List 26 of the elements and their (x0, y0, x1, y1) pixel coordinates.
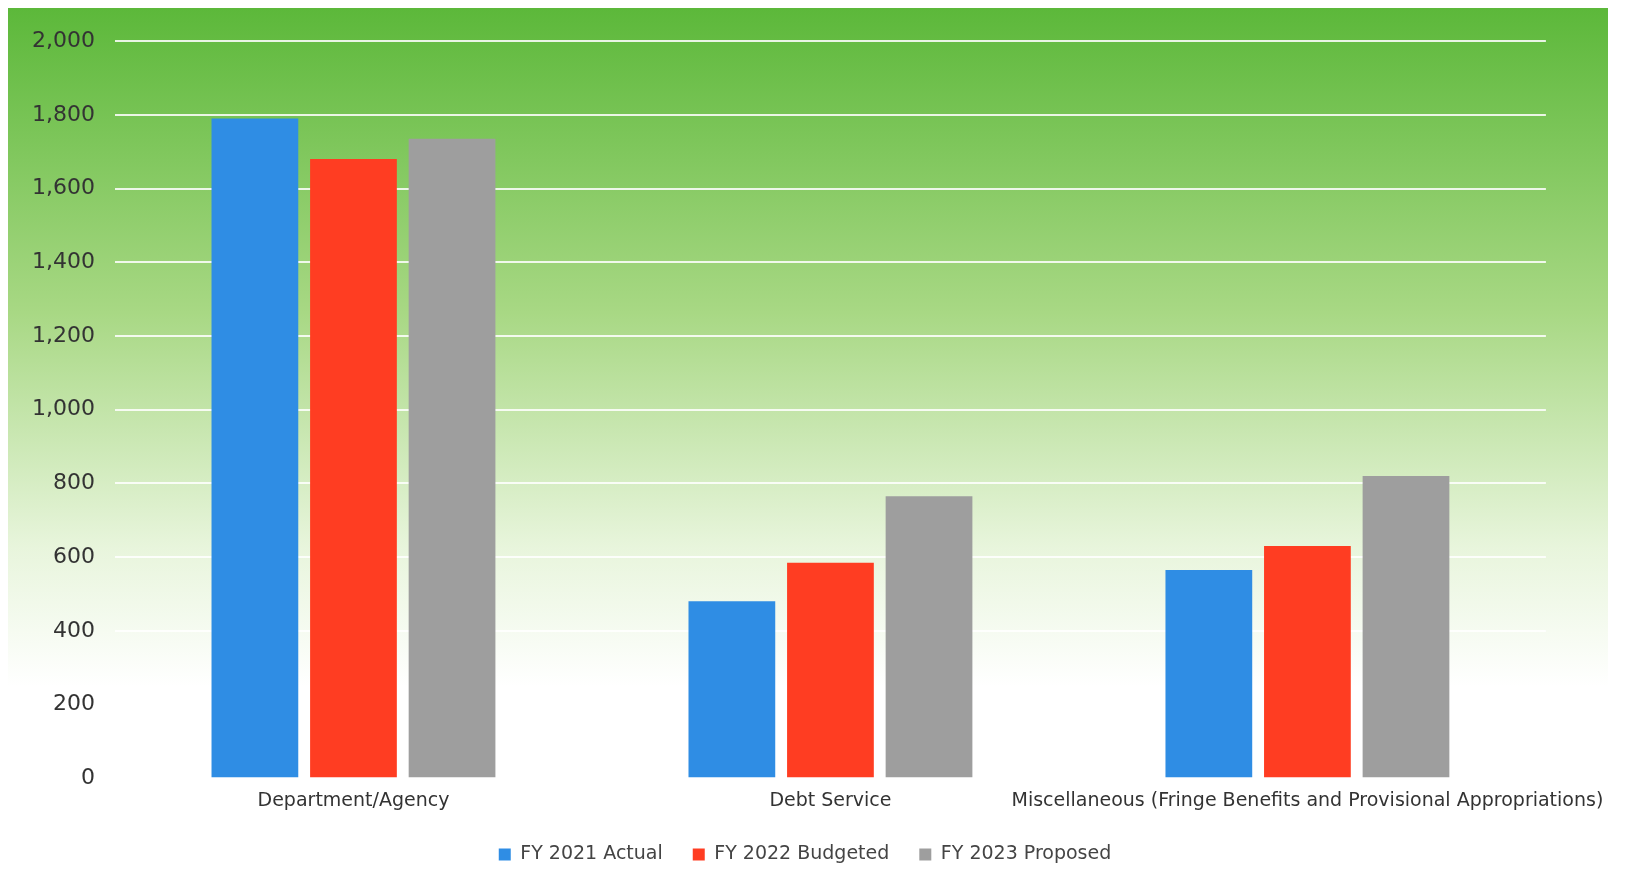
y-tick-label: 200 (52, 690, 95, 716)
bar (1264, 546, 1351, 778)
y-tick-label: 600 (52, 542, 95, 568)
y-tick-label: 1,600 (32, 174, 95, 200)
bar (408, 138, 496, 778)
bar (885, 496, 973, 778)
bar (1165, 570, 1253, 778)
bar (1362, 476, 1450, 778)
x-tick-label: Debt Service (769, 787, 892, 810)
bar (688, 601, 776, 778)
legend-label: FY 2023 Proposed (940, 841, 1112, 864)
bar (211, 118, 299, 778)
legend-label: FY 2021 Actual (520, 841, 663, 864)
y-tick-label: 800 (52, 469, 95, 495)
x-tick-label: Miscellaneous (Fringe Benefits and Provisional Appropriations) (1011, 787, 1604, 810)
y-tick-label: 1,000 (32, 395, 95, 421)
bar (310, 159, 397, 778)
y-tick-label: 1,400 (32, 248, 95, 274)
legend-label: FY 2022 Budgeted (714, 841, 890, 864)
y-tick-label: 1,800 (32, 100, 95, 126)
y-tick-label: 1,200 (32, 321, 95, 347)
y-tick-label: 0 (80, 763, 95, 789)
y-tick-label: 400 (52, 616, 95, 642)
x-tick-label: Department/Agency (257, 787, 450, 810)
bar (787, 562, 874, 778)
y-tick-label: 2,000 (32, 26, 95, 52)
